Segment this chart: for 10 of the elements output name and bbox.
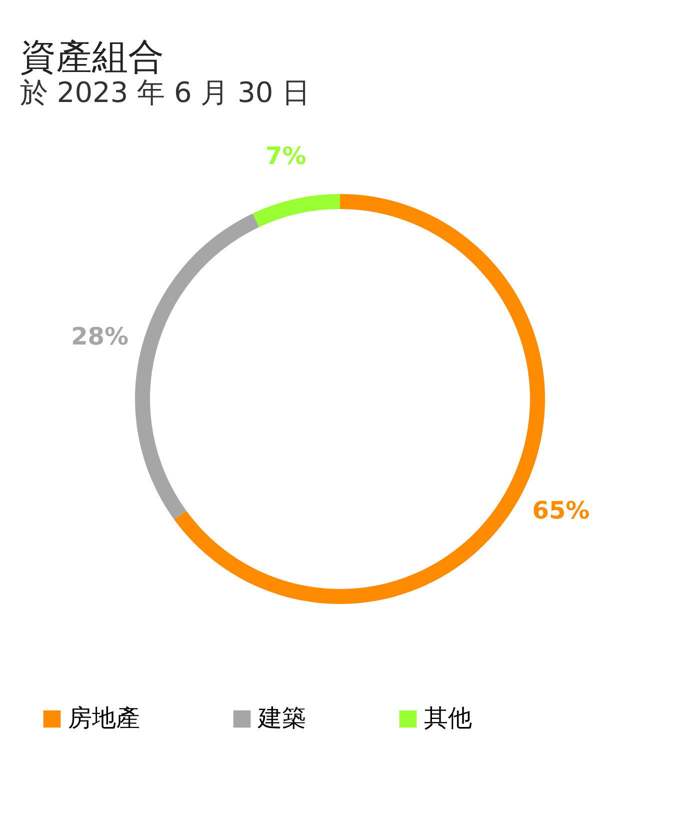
chart-title: 資產組合 xyxy=(20,37,164,78)
legend-label: 房地產 xyxy=(68,704,140,732)
donut-slice xyxy=(252,194,340,228)
legend-label: 建築 xyxy=(257,704,306,732)
legend-label: 其他 xyxy=(424,704,472,732)
data-label: 65% xyxy=(532,496,590,525)
data-label: 28% xyxy=(71,322,129,350)
chart-subtitle: 於 2023 年 6 月 30 日 xyxy=(20,76,310,109)
data-label: 7% xyxy=(266,142,306,170)
donut-slice xyxy=(135,214,260,520)
